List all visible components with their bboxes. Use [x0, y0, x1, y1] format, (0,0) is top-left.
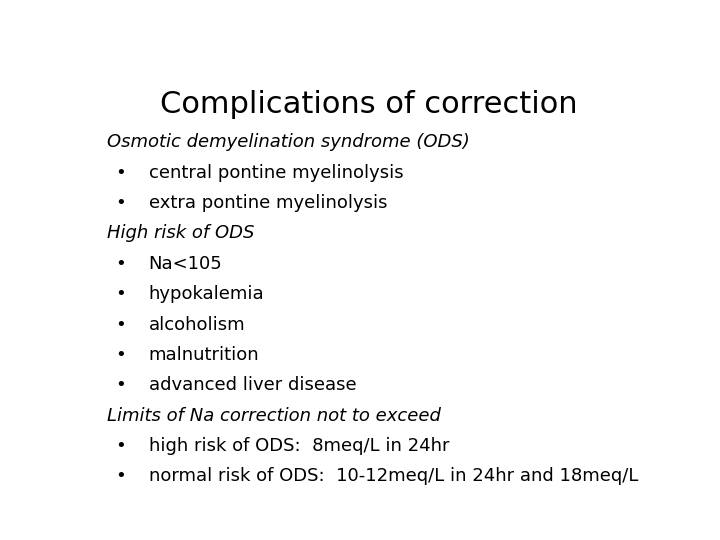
Text: Complications of correction: Complications of correction — [160, 90, 578, 119]
Text: •: • — [115, 285, 126, 303]
Text: Na<105: Na<105 — [148, 255, 222, 273]
Text: •: • — [115, 315, 126, 334]
Text: •: • — [115, 164, 126, 182]
Text: central pontine myelinolysis: central pontine myelinolysis — [148, 164, 403, 182]
Text: hypokalemia: hypokalemia — [148, 285, 264, 303]
Text: high risk of ODS:  8meq/L in 24hr: high risk of ODS: 8meq/L in 24hr — [148, 437, 449, 455]
Text: High risk of ODS: High risk of ODS — [107, 225, 254, 242]
Text: advanced liver disease: advanced liver disease — [148, 376, 356, 394]
Text: malnutrition: malnutrition — [148, 346, 259, 364]
Text: •: • — [115, 376, 126, 394]
Text: Limits of Na correction not to exceed: Limits of Na correction not to exceed — [107, 407, 441, 424]
Text: •: • — [115, 194, 126, 212]
Text: extra pontine myelinolysis: extra pontine myelinolysis — [148, 194, 387, 212]
Text: alcoholism: alcoholism — [148, 315, 246, 334]
Text: •: • — [115, 437, 126, 455]
Text: normal risk of ODS:  10-12meq/L in 24hr and 18meq/L: normal risk of ODS: 10-12meq/L in 24hr a… — [148, 467, 638, 485]
Text: •: • — [115, 255, 126, 273]
Text: Osmotic demyelination syndrome (ODS): Osmotic demyelination syndrome (ODS) — [107, 133, 469, 151]
Text: •: • — [115, 467, 126, 485]
Text: •: • — [115, 346, 126, 364]
